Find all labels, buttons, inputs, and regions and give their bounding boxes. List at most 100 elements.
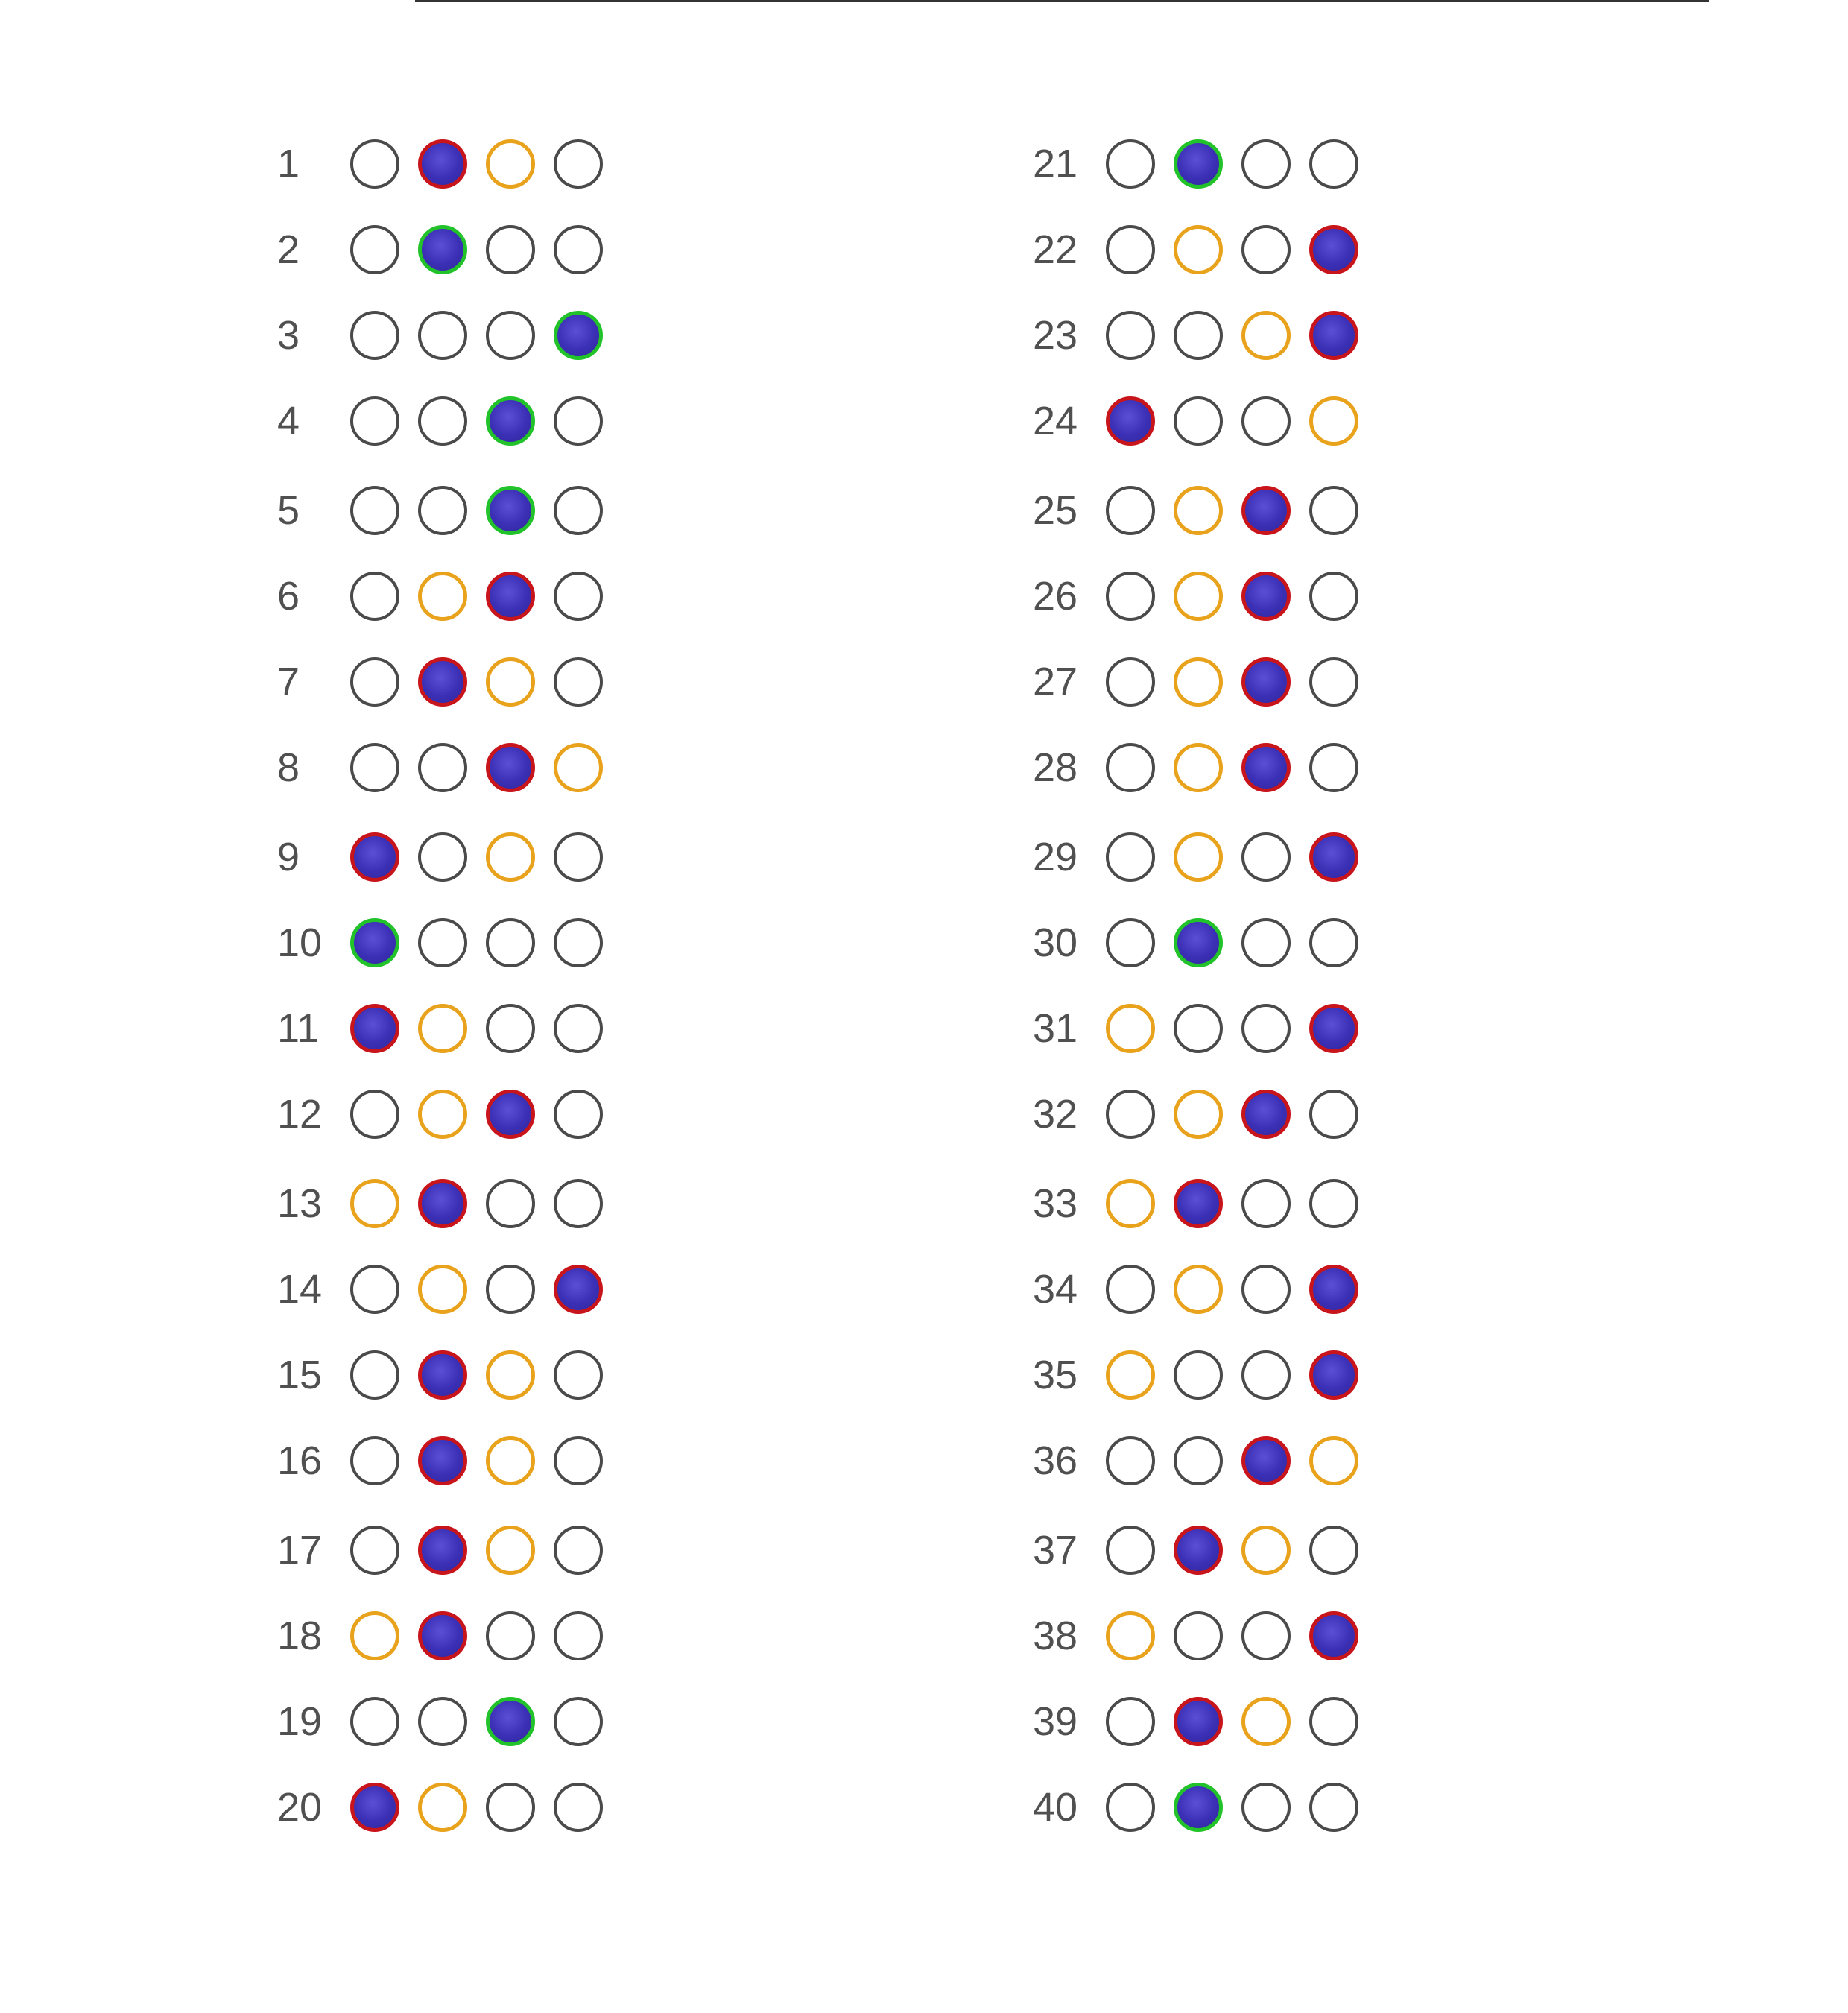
answer-bubble-empty[interactable] [554,486,603,535]
answer-bubble-empty[interactable] [1309,1526,1358,1575]
answer-bubble-empty[interactable] [1174,1436,1223,1485]
answer-bubble-filled-correct[interactable] [486,486,535,535]
answer-bubble-filled-wrong[interactable] [418,139,467,189]
answer-bubble-correct-key[interactable] [1174,743,1223,792]
answer-bubble-empty[interactable] [1106,486,1155,535]
answer-bubble-empty[interactable] [350,486,399,535]
answer-bubble-empty[interactable] [350,1090,399,1139]
answer-bubble-empty[interactable] [350,1350,399,1400]
answer-bubble-filled-wrong[interactable] [418,1350,467,1400]
answer-bubble-empty[interactable] [1241,918,1291,967]
answer-bubble-empty[interactable] [418,1697,467,1746]
answer-bubble-correct-key[interactable] [418,1783,467,1832]
answer-bubble-empty[interactable] [486,918,535,967]
answer-bubble-empty[interactable] [554,1179,603,1228]
answer-bubble-filled-correct[interactable] [486,396,535,446]
answer-bubble-correct-key[interactable] [418,572,467,621]
answer-bubble-empty[interactable] [1241,1611,1291,1660]
answer-bubble-empty[interactable] [1309,1179,1358,1228]
answer-bubble-filled-wrong[interactable] [1309,1611,1358,1660]
answer-bubble-filled-wrong[interactable] [418,657,467,707]
answer-bubble-filled-wrong[interactable] [350,1004,399,1053]
answer-bubble-empty[interactable] [350,225,399,274]
answer-bubble-correct-key[interactable] [1174,572,1223,621]
answer-bubble-empty[interactable] [1174,1611,1223,1660]
answer-bubble-correct-key[interactable] [1106,1179,1155,1228]
answer-bubble-empty[interactable] [1241,1350,1291,1400]
answer-bubble-correct-key[interactable] [1174,1090,1223,1139]
answer-bubble-empty[interactable] [1174,311,1223,360]
answer-bubble-filled-wrong[interactable] [1174,1179,1223,1228]
answer-bubble-filled-wrong[interactable] [350,1783,399,1832]
answer-bubble-empty[interactable] [554,1090,603,1139]
answer-bubble-empty[interactable] [350,1265,399,1314]
answer-bubble-empty[interactable] [486,1783,535,1832]
answer-bubble-empty[interactable] [1106,1436,1155,1485]
answer-bubble-empty[interactable] [350,1526,399,1575]
answer-bubble-empty[interactable] [1174,396,1223,446]
answer-bubble-correct-key[interactable] [486,657,535,707]
answer-bubble-empty[interactable] [1106,225,1155,274]
answer-bubble-filled-wrong[interactable] [486,743,535,792]
answer-bubble-empty[interactable] [554,225,603,274]
answer-bubble-empty[interactable] [350,139,399,189]
answer-bubble-empty[interactable] [554,1350,603,1400]
answer-bubble-empty[interactable] [1106,1783,1155,1832]
answer-bubble-correct-key[interactable] [486,1350,535,1400]
answer-bubble-empty[interactable] [486,225,535,274]
answer-bubble-correct-key[interactable] [1174,225,1223,274]
answer-bubble-empty[interactable] [554,139,603,189]
answer-bubble-empty[interactable] [1106,918,1155,967]
answer-bubble-filled-correct[interactable] [1174,918,1223,967]
answer-bubble-filled-wrong[interactable] [1174,1697,1223,1746]
answer-bubble-empty[interactable] [554,918,603,967]
answer-bubble-filled-wrong[interactable] [1241,1436,1291,1485]
answer-bubble-correct-key[interactable] [418,1265,467,1314]
answer-bubble-empty[interactable] [486,1265,535,1314]
answer-bubble-correct-key[interactable] [486,832,535,882]
answer-bubble-filled-wrong[interactable] [486,1090,535,1139]
answer-bubble-filled-wrong[interactable] [418,1436,467,1485]
answer-bubble-empty[interactable] [1309,1697,1358,1746]
answer-bubble-filled-wrong[interactable] [1241,657,1291,707]
answer-bubble-correct-key[interactable] [1174,486,1223,535]
answer-bubble-empty[interactable] [350,311,399,360]
answer-bubble-empty[interactable] [350,743,399,792]
answer-bubble-filled-wrong[interactable] [1106,396,1155,446]
answer-bubble-empty[interactable] [1174,1004,1223,1053]
answer-bubble-empty[interactable] [1241,1265,1291,1314]
answer-bubble-empty[interactable] [1309,139,1358,189]
answer-bubble-correct-key[interactable] [1174,1265,1223,1314]
answer-bubble-filled-correct[interactable] [1174,1783,1223,1832]
answer-bubble-empty[interactable] [1106,1265,1155,1314]
answer-bubble-correct-key[interactable] [1174,832,1223,882]
answer-bubble-empty[interactable] [418,486,467,535]
answer-bubble-empty[interactable] [1309,657,1358,707]
answer-bubble-correct-key[interactable] [1106,1350,1155,1400]
answer-bubble-empty[interactable] [1241,396,1291,446]
answer-bubble-correct-key[interactable] [1309,1436,1358,1485]
answer-bubble-empty[interactable] [418,396,467,446]
answer-bubble-empty[interactable] [350,657,399,707]
answer-bubble-correct-key[interactable] [486,1526,535,1575]
answer-bubble-empty[interactable] [554,1004,603,1053]
answer-bubble-filled-correct[interactable] [1174,139,1223,189]
answer-bubble-empty[interactable] [554,1611,603,1660]
answer-bubble-empty[interactable] [554,396,603,446]
answer-bubble-filled-wrong[interactable] [1309,1350,1358,1400]
answer-bubble-filled-wrong[interactable] [418,1611,467,1660]
answer-bubble-empty[interactable] [1106,1090,1155,1139]
answer-bubble-empty[interactable] [1241,1004,1291,1053]
answer-bubble-empty[interactable] [1309,572,1358,621]
answer-bubble-empty[interactable] [1309,486,1358,535]
answer-bubble-empty[interactable] [1106,832,1155,882]
answer-bubble-empty[interactable] [1309,918,1358,967]
answer-bubble-correct-key[interactable] [418,1090,467,1139]
answer-bubble-empty[interactable] [554,572,603,621]
answer-bubble-correct-key[interactable] [554,743,603,792]
answer-bubble-empty[interactable] [1106,1697,1155,1746]
answer-bubble-empty[interactable] [1106,311,1155,360]
answer-bubble-correct-key[interactable] [1174,657,1223,707]
answer-bubble-empty[interactable] [418,311,467,360]
answer-bubble-empty[interactable] [1106,1526,1155,1575]
